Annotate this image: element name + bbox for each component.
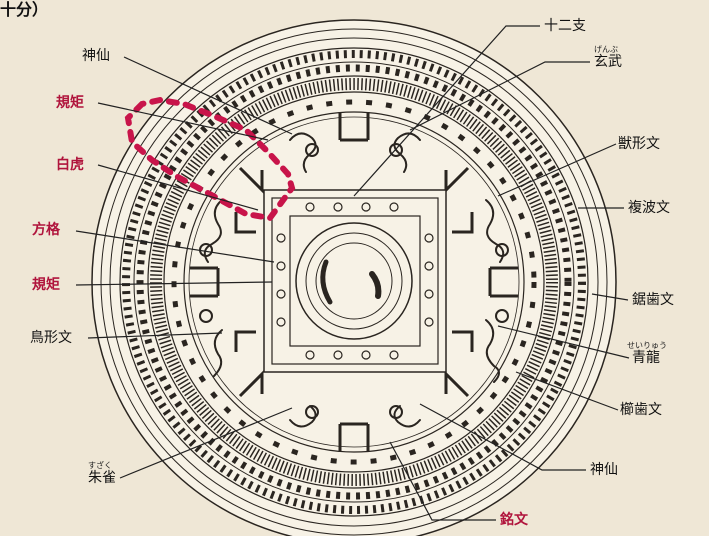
label-shinsen-bottom: 神仙 — [590, 462, 618, 478]
label-meibun: 銘文 — [500, 512, 528, 528]
label-suzaku: 朱雀 — [88, 470, 116, 486]
ruby-genbu: げんぶ — [594, 45, 618, 54]
mirror-disc — [91, 19, 617, 536]
label-kiku-1: 規矩 — [56, 95, 84, 111]
label-choukei: 鳥形文 — [30, 330, 72, 346]
label-kushi: 櫛歯文 — [620, 402, 662, 418]
label-kyoshi: 鋸歯文 — [632, 292, 674, 308]
label-fukuha: 複波文 — [628, 200, 670, 216]
ruby-seiryu: せいりゅう — [627, 341, 667, 350]
highlight-outline — [124, 96, 296, 222]
label-seiryu: 青龍 — [632, 350, 660, 366]
label-juunishi: 十二支 — [544, 18, 586, 34]
header-fragment: 十分） — [0, 0, 49, 19]
leader-lines — [75, 25, 630, 521]
ruby-suzaku: すざく — [88, 461, 112, 470]
label-genbu: 玄武 — [594, 54, 622, 70]
label-juukei: 獣形文 — [618, 136, 660, 152]
label-houkaku: 方格 — [32, 222, 60, 238]
label-shinsen-top: 神仙 — [82, 48, 110, 64]
label-kiku-2: 規矩 — [32, 277, 60, 293]
label-byakko: 白虎 — [56, 157, 84, 173]
